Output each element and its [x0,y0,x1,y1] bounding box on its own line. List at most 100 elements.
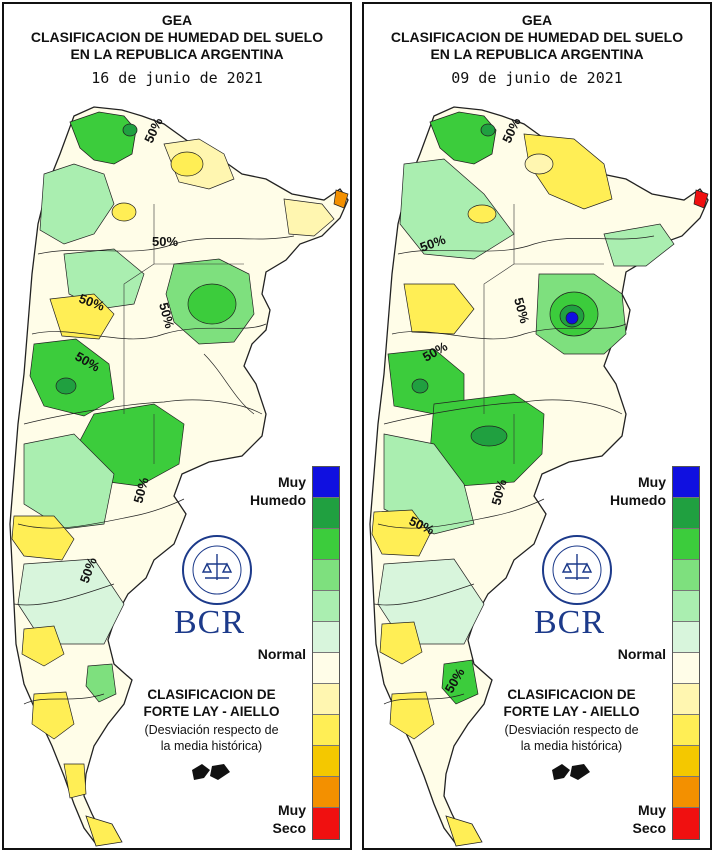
bcr-seal-icon [542,535,612,605]
contour-lines [13,235,295,705]
legend-cell-11 [673,777,699,808]
zone-orange-misiones [693,189,709,209]
legend-label-humedo: Humedo [250,492,306,508]
zone-green-chubut [441,659,479,705]
contour-label: 50% [152,234,178,249]
legend-cell-1 [313,467,339,498]
zone-yellow-southwest [371,509,431,557]
map-panel-16-junio: GEA CLASIFICACION DE HUMEDAD DEL SUELO E… [2,2,352,850]
zone-light-green-south [23,433,115,530]
legend-cell-2 [673,498,699,529]
zone-green-chubut [85,663,117,703]
zone-orange-misiones [333,189,349,209]
zone-light-green-northeast [603,223,675,267]
zone-yellow-patagonia [379,621,423,665]
legend-cell-6 [313,622,339,653]
legend-label-seco: Seco [272,820,306,836]
contour-label: 50% [511,296,532,325]
malvinas-islands [552,764,590,780]
zone-very-wet-north [480,123,496,137]
zone-light-green-south [383,433,475,535]
zone-tierra-del-fuego [85,815,123,847]
legend-cell-12 [313,808,339,839]
panel-title-line1: CLASIFICACION DE HUMEDAD DEL SUELO [30,29,324,45]
classification-sub2: la media histórica) [160,739,263,753]
contour-lines [373,235,655,705]
province-boundaries [123,204,244,464]
zone-very-wet-north [122,123,138,137]
legend-cell-3 [673,529,699,560]
panel-date: 09 de junio de 2021 [451,69,623,87]
legend-label-muy-seco: Muy [638,802,666,818]
classification-sub2: la media histórica) [520,739,623,753]
legend-label-seco: Seco [632,820,666,836]
zone-yellow-southwest [11,515,75,561]
map-panel-09-junio: GEA CLASIFICACION DE HUMEDAD DEL SUELO E… [362,2,712,850]
legend-cell-8 [313,684,339,715]
zone-wet-north [429,111,497,165]
zone-green-west [29,338,115,417]
zone-yellow-north [170,151,204,177]
legend-color-bar [312,466,340,840]
bcr-logo-text: BCR [534,604,606,641]
zone-wet-west [55,377,77,395]
legend-cell-3 [313,529,339,560]
legend-cell-2 [313,498,339,529]
panel-title-line2: EN LA REPUBLICA ARGENTINA [70,46,284,62]
malvinas-islands [192,764,230,780]
legend-cell-4 [673,560,699,591]
legend-cell-10 [313,746,339,777]
legend-label-muy-seco: Muy [278,802,306,818]
panel-org: GEA [521,12,553,28]
legend-cell-7 [313,653,339,684]
zone-dry-north-inner [524,153,554,175]
zone-yellow-west [49,293,115,340]
legend-label-normal: Normal [257,646,306,662]
classification-line2: FORTE LAY - AIELLO [143,704,280,719]
argentina-soil-moisture-map: 50% 50% 50% 50% 50% 50% 50% [369,106,709,847]
zone-dry-northeast [283,198,335,237]
legend-cell-8 [673,684,699,715]
zone-wet-center-east [187,283,237,325]
zone-yellow-santacruz [31,691,75,740]
panel-date: 16 de junio de 2021 [91,69,263,87]
zone-dry-spot-north [467,204,497,224]
argentina-soil-moisture-map: 50% 50% 50% 50% 50% 50% 50% [9,106,349,847]
zone-pale-green-patagonia [17,558,125,645]
legend-label-muy: Muy [278,474,306,490]
zone-wet-north [69,111,137,165]
legend-color-bar [672,466,700,840]
legend-cell-6 [673,622,699,653]
classification-sub1: (Desviación respecto de [144,723,279,737]
panel-title-line1: CLASIFICACION DE HUMEDAD DEL SUELO [390,29,684,45]
classification-line2: FORTE LAY - AIELLO [503,704,640,719]
contour-label: 50% [130,475,151,504]
zone-wet-west [411,378,429,394]
classification-line1: CLASIFICACION DE [507,687,636,702]
contour-label: 50% [488,477,509,506]
classification-line1: CLASIFICACION DE [147,687,276,702]
zone-tierra-del-fuego [445,815,483,847]
legend-cell-7 [673,653,699,684]
legend-cell-9 [313,715,339,746]
zone-wet-pampa [470,425,508,447]
zone-dry-spot-north [111,202,137,222]
legend-label-muy: Muy [638,474,666,490]
legend-label-humedo: Humedo [610,492,666,508]
legend-cell-5 [313,591,339,622]
zone-yellow-south-tip [63,763,87,799]
zone-yellow-patagonia [21,625,65,667]
bcr-seal-icon [182,535,252,605]
zone-yellow-santacruz [389,691,435,740]
zone-yellow-west [403,283,475,335]
zone-light-green-northwest [39,163,115,245]
legend-cell-4 [313,560,339,591]
contour-label: 50% [156,301,177,330]
panel-title-line2: EN LA REPUBLICA ARGENTINA [430,46,644,62]
zone-light-green-north [399,158,515,260]
zone-saturated-center-east [565,311,579,325]
legend-cell-9 [673,715,699,746]
bcr-logo-text: BCR [174,604,246,641]
legend-cell-5 [673,591,699,622]
province-boundaries [483,204,604,464]
